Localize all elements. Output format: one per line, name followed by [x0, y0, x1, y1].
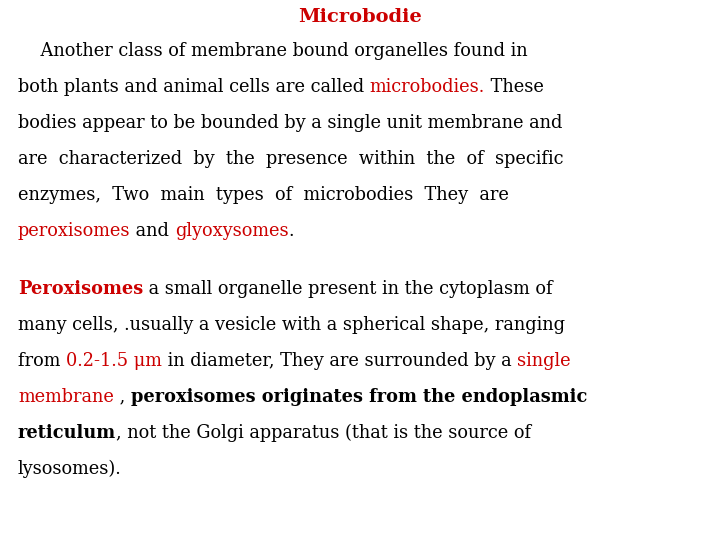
- Text: 0.2-1.5 μm: 0.2-1.5 μm: [66, 352, 162, 369]
- Text: .: .: [289, 222, 294, 240]
- Text: Peroxisomes: Peroxisomes: [18, 280, 143, 298]
- Text: in diameter, They are surrounded by a: in diameter, They are surrounded by a: [162, 352, 517, 369]
- Text: many cells, .usually a vesicle with a spherical shape, ranging: many cells, .usually a vesicle with a sp…: [18, 315, 565, 334]
- Text: are  characterized  by  the  presence  within  the  of  specific: are characterized by the presence within…: [18, 150, 564, 168]
- Text: glyoxysomes: glyoxysomes: [175, 222, 289, 240]
- Text: reticulum: reticulum: [18, 423, 116, 442]
- Text: ,: ,: [114, 388, 131, 406]
- Text: from: from: [18, 352, 66, 369]
- Text: enzymes,  Two  main  types  of  microbodies  They  are: enzymes, Two main types of microbodies T…: [18, 186, 509, 204]
- Text: Microbodie: Microbodie: [298, 8, 422, 26]
- Text: bodies appear to be bounded by a single unit membrane and: bodies appear to be bounded by a single …: [18, 114, 562, 132]
- Text: These: These: [485, 78, 544, 96]
- Text: lysosomes).: lysosomes).: [18, 460, 122, 478]
- Text: peroxisomes originates from the endoplasmic: peroxisomes originates from the endoplas…: [131, 388, 587, 406]
- Text: and: and: [130, 222, 175, 240]
- Text: a small organelle present in the cytoplasm of: a small organelle present in the cytopla…: [143, 280, 553, 298]
- Text: Another class of membrane bound organelles found in: Another class of membrane bound organell…: [18, 42, 528, 60]
- Text: , not the Golgi apparatus (that is the source of: , not the Golgi apparatus (that is the s…: [116, 423, 531, 442]
- Text: microbodies.: microbodies.: [370, 78, 485, 96]
- Text: peroxisomes: peroxisomes: [18, 222, 130, 240]
- Text: single: single: [517, 352, 571, 369]
- Text: membrane: membrane: [18, 388, 114, 406]
- Text: both plants and animal cells are called: both plants and animal cells are called: [18, 78, 370, 96]
